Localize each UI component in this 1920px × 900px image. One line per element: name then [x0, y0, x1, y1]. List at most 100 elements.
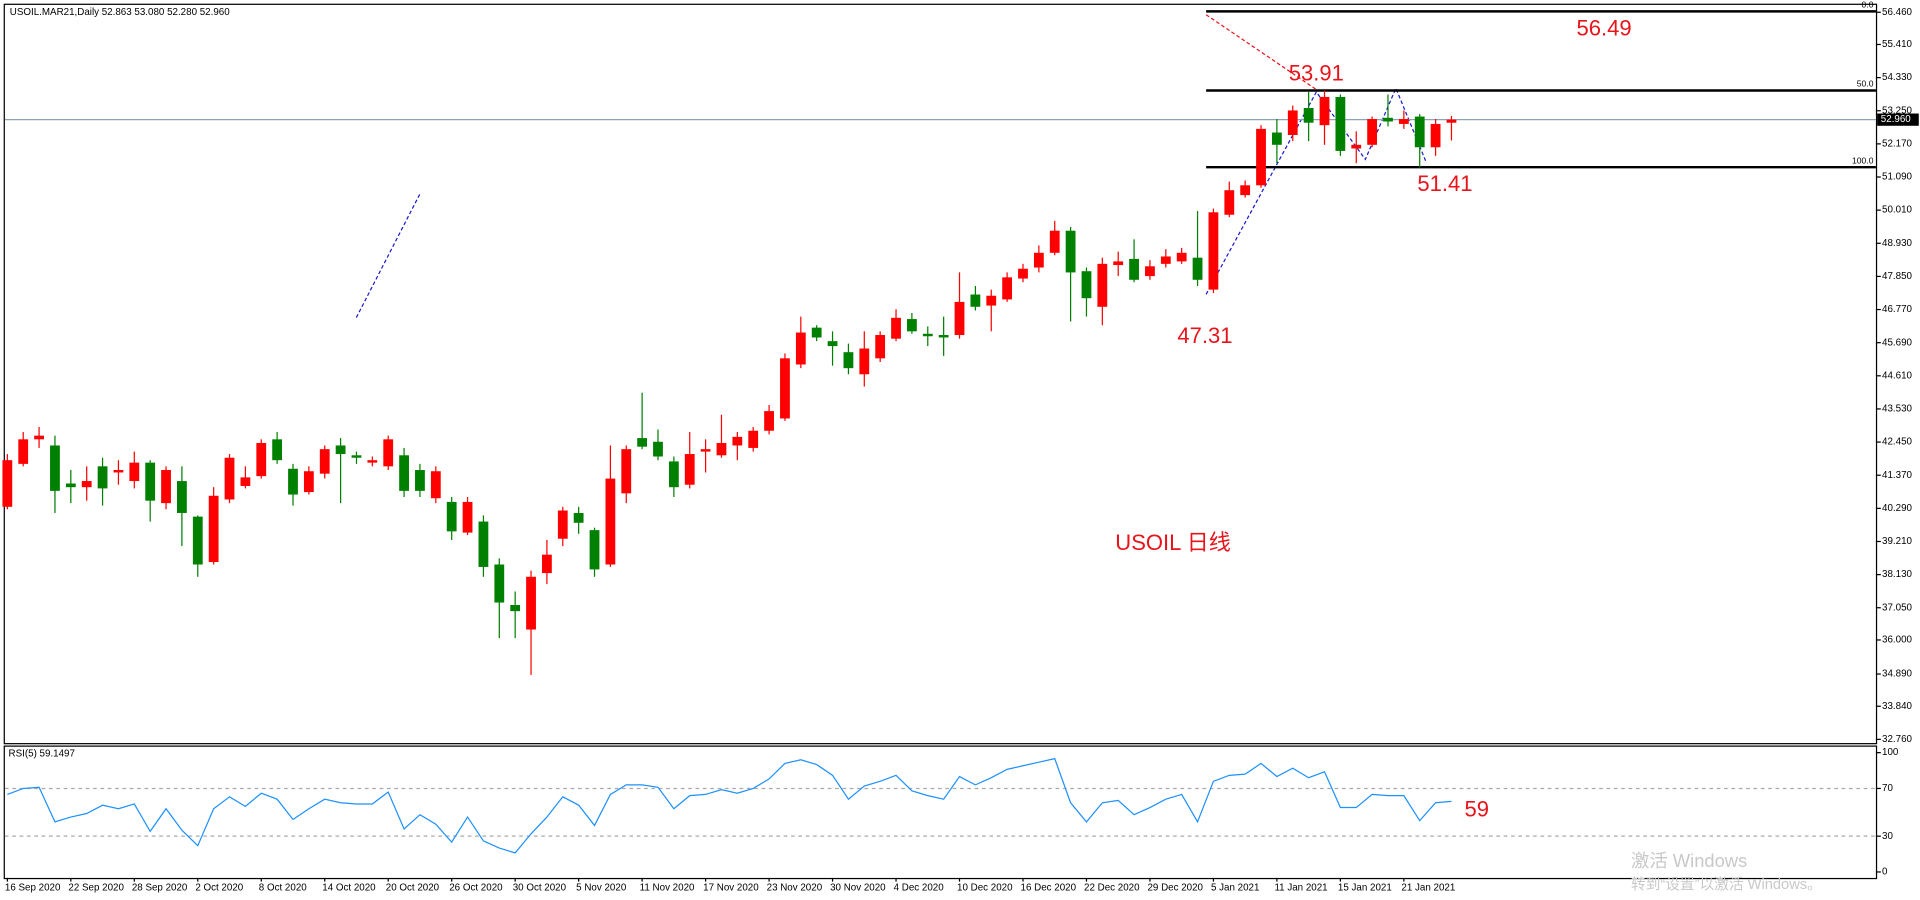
y-tick-label: 50.010: [1882, 205, 1912, 216]
x-tick-label: 11 Jan 2021: [1274, 882, 1327, 893]
y-tick-label: 37.050: [1882, 602, 1912, 613]
candle-body: [1002, 277, 1013, 300]
candle-body: [1367, 119, 1378, 145]
candle-body: [684, 454, 695, 485]
annotation: USOIL 日线: [1115, 530, 1230, 555]
candle-body: [637, 438, 648, 447]
candle-body: [1287, 110, 1298, 135]
candle-body: [430, 471, 441, 499]
x-tick-label: 15 Jan 2021: [1338, 882, 1392, 893]
candle-body: [891, 317, 901, 339]
candle-body: [478, 521, 489, 567]
annotation: 56.49: [1577, 15, 1632, 40]
candle-body: [303, 471, 314, 493]
rsi-frame: [3, 745, 1878, 880]
candle-body: [653, 441, 663, 457]
y-tick-label: 51.090: [1882, 172, 1912, 183]
watermark: 转到“设置”以激活 Windows。: [1631, 876, 1822, 893]
watermark: 激活 Windows: [1631, 850, 1747, 871]
y-tick-label: 45.690: [1882, 337, 1912, 348]
candle-body: [383, 439, 394, 467]
y-tick-label: 52.170: [1882, 138, 1912, 149]
candle-body: [1208, 212, 1219, 290]
y-tick-label: 41.370: [1882, 470, 1912, 481]
annotation: 47.31: [1177, 323, 1232, 348]
candle-body: [764, 411, 774, 431]
candle-body: [938, 335, 949, 338]
y-tick-label: 34.890: [1882, 669, 1912, 680]
candle-body: [859, 348, 870, 375]
candle-body: [605, 478, 616, 565]
price-label: 52.960: [1881, 114, 1911, 125]
x-tick-label: 16 Dec 2020: [1021, 882, 1077, 893]
candle-body: [2, 460, 13, 507]
candle-body: [462, 501, 473, 533]
y-tick-label: 70: [1882, 783, 1893, 794]
candle-body: [65, 483, 76, 488]
candle-body: [748, 430, 759, 448]
candle-body: [192, 516, 203, 565]
candle-body: [1049, 230, 1060, 253]
x-tick-label: 14 Oct 2020: [322, 882, 376, 893]
candle-body: [224, 457, 235, 500]
header: USOIL.MAR21,Daily 52.863 53.080 52.280 5…: [10, 7, 230, 18]
candle-body: [907, 319, 917, 332]
candle-body: [446, 501, 457, 532]
annotation: 51.41: [1417, 171, 1472, 196]
candle-body: [1129, 258, 1139, 280]
y-tick-label: 0: [1882, 867, 1888, 878]
candle-body: [1113, 261, 1124, 266]
candle-body: [621, 449, 632, 494]
fib-trend: [1205, 14, 1317, 91]
x-tick-label: 10 Dec 2020: [957, 882, 1013, 893]
fib-label: 50.0: [1857, 79, 1874, 89]
candle-body: [716, 443, 727, 456]
y-tick-label: 48.930: [1882, 238, 1912, 249]
x-tick-label: 30 Oct 2020: [513, 882, 567, 893]
candle-body: [1398, 119, 1409, 124]
candle-body: [161, 470, 171, 504]
candle-body: [1430, 123, 1441, 148]
price-frame: [3, 3, 1878, 745]
candle-body: [399, 455, 409, 491]
x-tick-label: 22 Sep 2020: [68, 882, 124, 893]
candle-body: [954, 301, 965, 336]
candle-body: [319, 449, 330, 474]
candle-body: [922, 333, 933, 337]
candle-body: [494, 564, 505, 603]
y-tick-label: 42.450: [1882, 437, 1912, 448]
candle-body: [1160, 256, 1171, 264]
candle-body: [589, 530, 600, 570]
candle-body: [1303, 107, 1314, 123]
candle-body: [1256, 128, 1266, 186]
candle-body: [240, 477, 251, 486]
x-tick-label: 16 Sep 2020: [5, 882, 61, 893]
candle-body: [1081, 271, 1092, 299]
rsi-title: RSI(5) 59.1497: [9, 749, 75, 760]
candle-body: [780, 358, 790, 419]
x-tick-label: 21 Jan 2021: [1401, 882, 1455, 893]
candle-body: [256, 443, 267, 477]
y-tick-label: 43.530: [1882, 404, 1912, 415]
candle-body: [526, 576, 536, 630]
y-tick-label: 53.250: [1882, 105, 1912, 116]
x-tick-label: 17 Nov 2020: [703, 882, 759, 893]
x-tick-label: 2 Oct 2020: [195, 882, 243, 893]
price-label-bg: [1877, 113, 1919, 126]
y-tick-label: 44.610: [1882, 370, 1912, 381]
fib-label: 0.0: [1862, 0, 1874, 9]
candle-body: [177, 481, 187, 513]
y-tick-label: 30: [1882, 831, 1893, 842]
candle-body: [1414, 116, 1425, 148]
candle-body: [732, 436, 743, 446]
candle-body: [1176, 252, 1187, 262]
rsi-line: [7, 757, 1452, 854]
y-tick-label: 100: [1882, 747, 1899, 758]
y-tick-label: 54.330: [1882, 72, 1912, 83]
candle-body: [145, 462, 156, 501]
candle-body: [542, 554, 552, 574]
y-tick-label: 36.000: [1882, 635, 1912, 646]
x-tick-label: 8 Oct 2020: [259, 882, 307, 893]
